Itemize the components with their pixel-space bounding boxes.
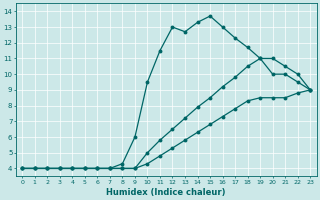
X-axis label: Humidex (Indice chaleur): Humidex (Indice chaleur) — [107, 188, 226, 197]
